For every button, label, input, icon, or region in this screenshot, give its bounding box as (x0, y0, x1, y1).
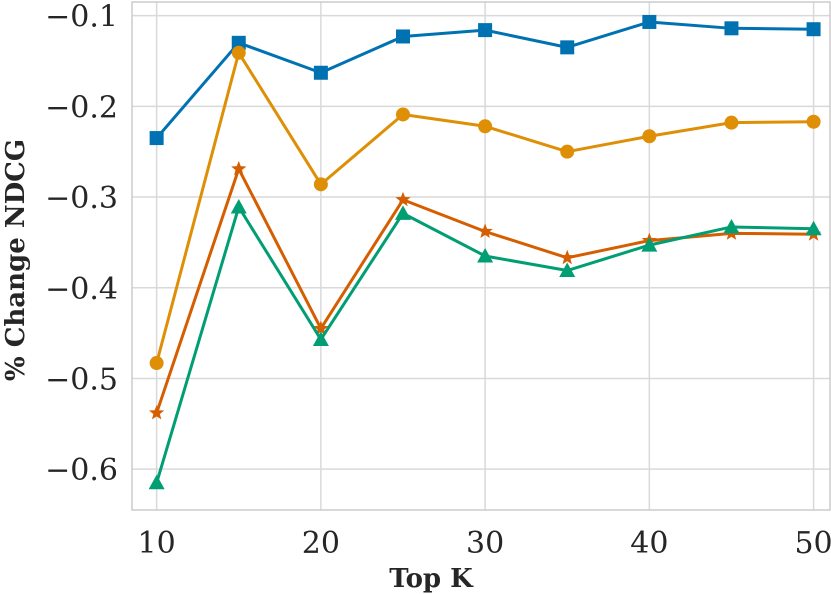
x-tick-label: 10 (138, 526, 176, 561)
y-tick-label: −0.6 (45, 453, 118, 488)
data-point-green-triangle (723, 218, 740, 234)
series-layer (148, 14, 822, 490)
data-point-blue-square (806, 22, 821, 37)
data-point-blue-square (395, 29, 410, 44)
y-tick-label: −0.4 (45, 272, 118, 307)
data-point-green-triangle (230, 199, 247, 214)
data-point-red-star (559, 249, 575, 265)
x-axis-title: Top K (389, 564, 474, 594)
data-point-orange-circle (395, 107, 410, 122)
data-point-blue-square (313, 65, 328, 80)
plot-frame (131, 1, 831, 511)
x-tick-label: 20 (302, 526, 340, 561)
series-blue-square (149, 14, 821, 146)
data-point-red-star (231, 160, 247, 176)
data-point-orange-circle (560, 144, 575, 159)
data-point-orange-circle (313, 177, 328, 192)
data-point-orange-circle (478, 119, 493, 134)
data-point-green-triangle (148, 474, 165, 490)
y-axis-title: % Change NDCG (1, 139, 31, 381)
grid (132, 2, 830, 510)
data-point-orange-circle (231, 45, 246, 60)
x-tick-label: 50 (794, 526, 831, 561)
data-point-blue-square (724, 21, 739, 36)
data-point-blue-square (560, 40, 575, 55)
data-point-orange-circle (806, 114, 821, 129)
x-tick-label: 30 (466, 526, 504, 561)
data-point-blue-square (478, 23, 493, 38)
data-point-green-triangle (559, 262, 576, 278)
data-point-green-triangle (641, 237, 658, 252)
data-point-orange-circle (724, 115, 739, 130)
data-point-green-triangle (394, 205, 411, 220)
y-tick-label: −0.2 (45, 90, 118, 125)
data-point-red-star (149, 404, 165, 420)
data-point-green-triangle (477, 248, 494, 263)
tick-labels: 10 20 30 40 50 −0.6 −0.5 −0.4 −0.3 −0.2 −0.1 (45, 0, 831, 561)
data-point-blue-square (231, 35, 246, 50)
data-point-blue-square (149, 131, 164, 146)
data-point-orange-circle (642, 129, 657, 144)
y-tick-label: −0.3 (45, 181, 118, 216)
series-green-triangle (148, 199, 822, 490)
data-point-green-triangle (805, 220, 822, 236)
data-point-orange-circle (149, 356, 164, 371)
data-point-red-star (395, 191, 411, 207)
data-point-red-star (477, 223, 493, 238)
data-point-green-triangle (312, 331, 329, 346)
series-orange-circle (149, 45, 821, 371)
data-point-red-star (313, 320, 329, 336)
y-tick-label: −0.5 (45, 362, 118, 397)
y-tick-label: −0.1 (45, 0, 118, 35)
data-point-blue-square (642, 14, 657, 29)
x-tick-label: 40 (630, 526, 668, 561)
